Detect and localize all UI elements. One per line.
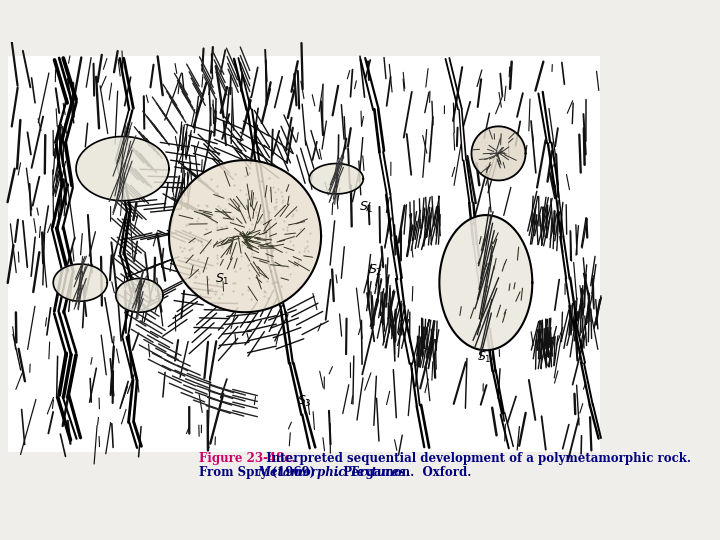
Text: Interpreted sequential development of a polymetamorphic rock.: Interpreted sequential development of a … <box>258 452 690 465</box>
Polygon shape <box>472 126 526 180</box>
Polygon shape <box>116 279 163 312</box>
Polygon shape <box>76 137 169 201</box>
Text: $S_1$: $S_1$ <box>359 200 374 215</box>
Polygon shape <box>169 160 321 312</box>
Polygon shape <box>310 164 364 194</box>
Text: Figure 23-48c.: Figure 23-48c. <box>199 452 295 465</box>
Text: Metamorphic Textures: Metamorphic Textures <box>258 466 406 479</box>
Bar <box>9 56 600 451</box>
Text: $S_1$: $S_1$ <box>215 272 230 287</box>
Text: $S_2$: $S_2$ <box>367 263 382 278</box>
Polygon shape <box>439 215 532 350</box>
Polygon shape <box>53 264 107 301</box>
Text: $S_1$: $S_1$ <box>477 349 492 364</box>
Text: $S_3$: $S_3$ <box>297 394 312 409</box>
Text: From Spry (1969): From Spry (1969) <box>199 466 319 479</box>
Text: . Pergamon.  Oxford.: . Pergamon. Oxford. <box>336 466 472 479</box>
